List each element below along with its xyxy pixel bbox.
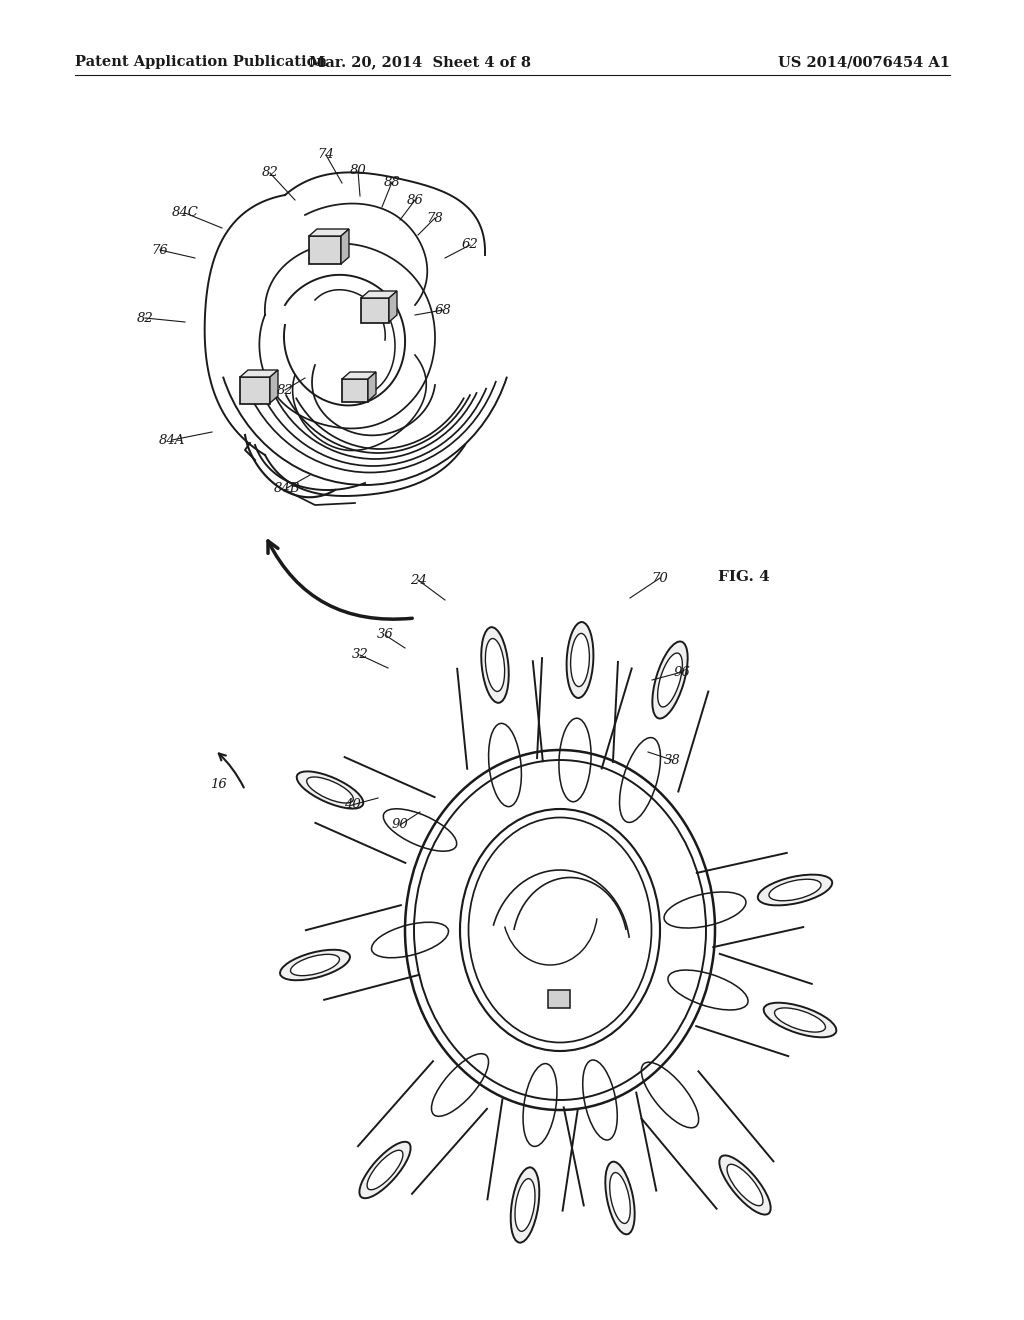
Bar [342, 379, 368, 403]
Text: 38: 38 [664, 754, 680, 767]
Text: 24: 24 [410, 573, 426, 586]
Ellipse shape [359, 1142, 411, 1199]
Bar [240, 378, 270, 404]
Polygon shape [309, 228, 349, 236]
Text: 86: 86 [407, 194, 423, 206]
Ellipse shape [727, 1164, 763, 1205]
Text: 82: 82 [276, 384, 293, 396]
Text: 88: 88 [384, 176, 400, 189]
Text: 90: 90 [391, 818, 409, 832]
Ellipse shape [307, 777, 353, 803]
Text: 76: 76 [152, 243, 168, 256]
Text: Mar. 20, 2014  Sheet 4 of 8: Mar. 20, 2014 Sheet 4 of 8 [309, 55, 531, 69]
Text: FIG. 4: FIG. 4 [718, 570, 770, 583]
Text: 68: 68 [434, 304, 452, 317]
Ellipse shape [485, 639, 505, 692]
Ellipse shape [570, 634, 590, 686]
Ellipse shape [280, 950, 350, 981]
Text: 84B: 84B [273, 482, 300, 495]
Ellipse shape [566, 622, 594, 698]
Text: 82: 82 [136, 312, 154, 325]
Ellipse shape [605, 1162, 635, 1234]
Text: 70: 70 [651, 572, 669, 585]
Text: 80: 80 [349, 165, 367, 177]
Text: 32: 32 [351, 648, 369, 661]
Ellipse shape [609, 1172, 631, 1224]
Ellipse shape [297, 771, 364, 809]
Polygon shape [368, 372, 376, 401]
Polygon shape [361, 290, 397, 298]
Text: 84C: 84C [172, 206, 199, 219]
Text: 78: 78 [427, 211, 443, 224]
Ellipse shape [515, 1179, 535, 1232]
Text: US 2014/0076454 A1: US 2014/0076454 A1 [778, 55, 950, 69]
Polygon shape [341, 228, 349, 264]
Ellipse shape [367, 1150, 402, 1189]
Bar [361, 298, 389, 323]
Text: Patent Application Publication: Patent Application Publication [75, 55, 327, 69]
Text: 62: 62 [462, 239, 478, 252]
Bar [309, 236, 341, 264]
Text: 84A: 84A [159, 433, 185, 446]
Text: 36: 36 [377, 628, 393, 642]
Text: 16: 16 [210, 779, 226, 792]
Ellipse shape [769, 879, 821, 900]
Polygon shape [342, 372, 376, 379]
Ellipse shape [481, 627, 509, 702]
Ellipse shape [511, 1167, 540, 1242]
Ellipse shape [764, 1003, 837, 1038]
Ellipse shape [719, 1155, 771, 1214]
Text: 40: 40 [344, 799, 360, 812]
Text: 74: 74 [317, 149, 335, 161]
Text: 96: 96 [674, 665, 690, 678]
Polygon shape [240, 370, 278, 378]
Ellipse shape [291, 954, 340, 975]
Polygon shape [270, 370, 278, 403]
Ellipse shape [758, 875, 833, 906]
Bar [548, 990, 570, 1008]
Ellipse shape [657, 653, 682, 708]
Ellipse shape [652, 642, 688, 718]
Ellipse shape [774, 1008, 825, 1032]
Text: 82: 82 [261, 166, 279, 180]
Polygon shape [389, 290, 397, 322]
